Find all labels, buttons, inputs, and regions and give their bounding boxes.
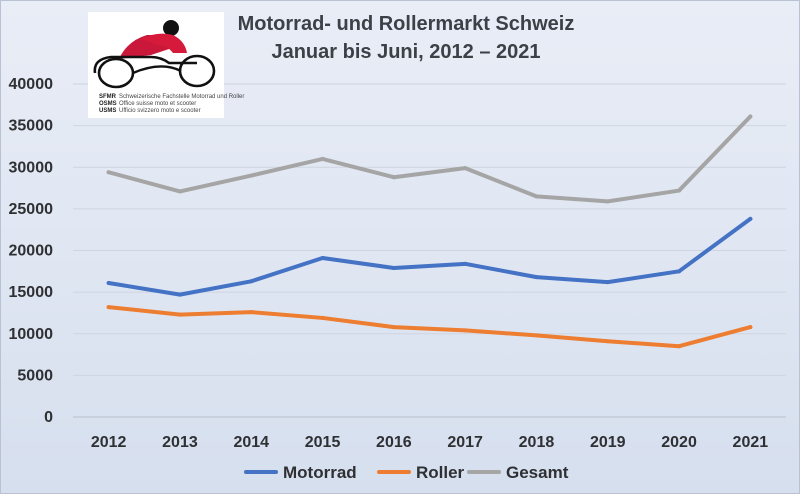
data-point: [534, 275, 539, 280]
logo-abbr-2: OSMS: [99, 101, 117, 107]
series-line: [106, 305, 753, 349]
data-point: [320, 255, 325, 260]
data-point: [534, 194, 539, 199]
data-point: [391, 265, 396, 270]
y-tick-label: 10000: [9, 326, 54, 343]
y-tick-label: 0: [44, 409, 53, 426]
x-axis: 2012 2013 2014 2015 2016 2017 2018 2019 2020 2021: [91, 434, 768, 451]
data-point: [106, 170, 111, 175]
chart-title-line-1: Motorrad- und Rollermarkt Schweiz: [238, 13, 575, 35]
y-tick-label: 25000: [9, 201, 54, 218]
data-point: [249, 173, 254, 178]
data-point: [534, 333, 539, 338]
chart-title-line-2: Januar bis Juni, 2012 – 2021: [271, 41, 540, 63]
data-point: [748, 114, 753, 119]
data-point: [748, 216, 753, 221]
gridlines: [73, 83, 786, 418]
data-point: [748, 325, 753, 330]
data-point: [320, 315, 325, 320]
data-point: [106, 305, 111, 310]
y-tick-label: 5000: [17, 367, 53, 384]
data-point: [177, 312, 182, 317]
data-point: [391, 325, 396, 330]
data-point: [463, 328, 468, 333]
y-tick-label: 15000: [9, 284, 54, 301]
logo-abbr-1: SFMR: [99, 94, 117, 100]
x-tick-label: 2012: [91, 434, 127, 451]
data-point: [249, 310, 254, 315]
x-tick-label: 2014: [233, 434, 269, 451]
x-tick-label: 2015: [305, 434, 341, 451]
x-tick-label: 2013: [162, 434, 198, 451]
data-point: [249, 279, 254, 284]
logo-caption-1: Schweizerische Fachstelle Motorrad und R…: [119, 94, 244, 100]
x-tick-label: 2018: [519, 434, 555, 451]
data-point: [177, 292, 182, 297]
y-tick-label: 35000: [9, 118, 54, 135]
x-tick-label: 2016: [376, 434, 412, 451]
x-tick-label: 2019: [590, 434, 626, 451]
series-line: [106, 216, 753, 297]
legend-label: Gesamt: [506, 463, 569, 482]
y-tick-label: 30000: [9, 159, 54, 176]
series-gesamt: [106, 114, 753, 204]
series-line: [106, 114, 753, 204]
logo-abbr-3: USMS: [99, 108, 116, 114]
y-tick-label: 20000: [9, 243, 54, 260]
data-point: [605, 199, 610, 204]
x-tick-label: 2021: [733, 434, 769, 451]
data-point: [463, 166, 468, 171]
data-point: [177, 189, 182, 194]
logo-caption-2: Office suisse moto et scooter: [119, 101, 196, 107]
data-point: [677, 188, 682, 193]
y-axis: 0 5000 10000 15000 20000 25000 30000 35000 40000: [9, 76, 54, 426]
series-roller: [106, 305, 753, 349]
logo-caption-3: Ufficio svizzero moto e scooter: [119, 108, 201, 114]
x-tick-label: 2020: [661, 434, 697, 451]
data-point: [463, 261, 468, 266]
legend-label: Motorrad: [283, 463, 357, 482]
y-tick-label: 40000: [9, 76, 54, 93]
data-point: [677, 269, 682, 274]
series-motorrad: [106, 216, 753, 297]
data-point: [391, 175, 396, 180]
data-point: [605, 339, 610, 344]
data-point: [605, 280, 610, 285]
legend-label: Roller: [416, 463, 465, 482]
legend: Motorrad Roller Gesamt: [244, 463, 569, 482]
x-tick-label: 2017: [447, 434, 483, 451]
data-point: [106, 280, 111, 285]
series-lines: [106, 114, 753, 349]
motorcycle-logo-icon: [93, 20, 216, 89]
logo: SFMR OSMS USMS Schweizerische Fachstelle…: [88, 12, 244, 118]
logo-background: [88, 12, 224, 118]
data-point: [677, 344, 682, 349]
data-point: [320, 156, 325, 161]
